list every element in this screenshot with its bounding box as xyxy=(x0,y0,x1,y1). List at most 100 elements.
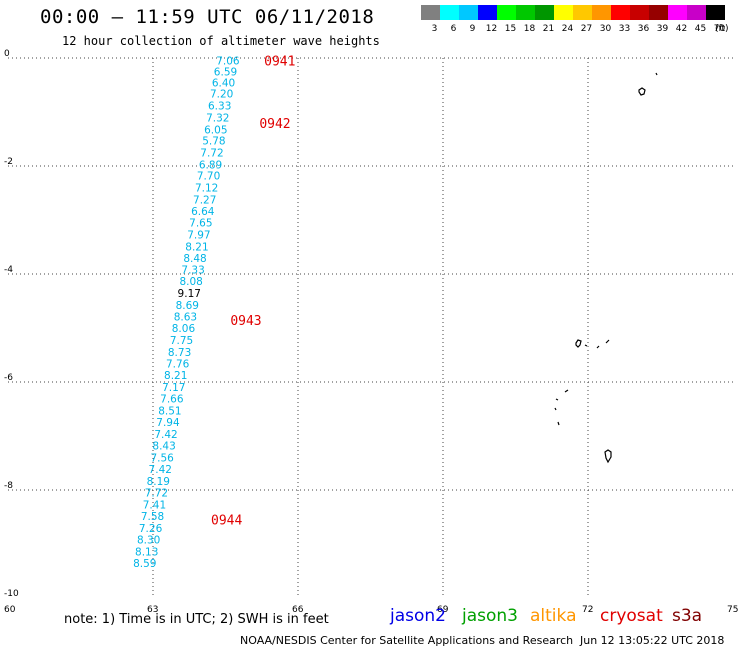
color-scale-label: 6 xyxy=(451,24,457,34)
swh-value: 7.27 xyxy=(193,194,216,206)
swh-value: 7.32 xyxy=(206,112,229,124)
color-scale-label: 36 xyxy=(638,24,650,34)
swh-value: 7.75 xyxy=(170,335,193,347)
swh-value: 8.30 xyxy=(137,535,160,547)
color-scale-swatch xyxy=(649,5,668,20)
swh-value: 7.06 xyxy=(216,56,240,68)
color-scale-label: 42 xyxy=(676,24,687,34)
color-scale-swatch xyxy=(611,5,630,20)
swh-value: 8.69 xyxy=(176,300,199,312)
time-labels: 0941 0942 0943 0944 xyxy=(211,55,295,529)
swh-value: 7.58 xyxy=(141,511,164,523)
color-scale-swatch xyxy=(706,5,725,20)
swh-value: 5.78 xyxy=(202,136,225,148)
swh-value: 7.41 xyxy=(143,500,166,512)
swh-value: 8.08 xyxy=(179,276,202,288)
swh-value: 8.48 xyxy=(183,253,206,265)
swh-value: 7.72 xyxy=(145,488,168,500)
swh-value: 8.21 xyxy=(164,370,187,382)
color-scale-label: 18 xyxy=(524,24,536,34)
graticule xyxy=(8,57,733,598)
swh-value: 8.59 xyxy=(133,558,156,570)
swh-value: 7.26 xyxy=(139,523,163,535)
color-scale-swatch xyxy=(440,5,459,20)
color-scale-legend: 3 6 9 12 15 18 21 24 27 30 33 36 39 42 45 70(ft) xyxy=(421,5,729,34)
swh-value: 7.94 xyxy=(156,417,180,429)
color-scale-swatch xyxy=(554,5,573,20)
swh-value: 7.65 xyxy=(189,218,212,230)
color-scale-swatch xyxy=(573,5,592,20)
lat-tick-label: 0 xyxy=(4,49,10,59)
swh-value: 7.72 xyxy=(200,148,223,160)
swh-value: 7.76 xyxy=(166,359,190,371)
lat-tick-label: -2 xyxy=(4,157,13,167)
color-scale-label: 21 xyxy=(543,24,554,34)
swh-value: 8.43 xyxy=(152,441,175,453)
swh-value: 8.73 xyxy=(168,347,191,359)
color-scale-swatch xyxy=(497,5,516,20)
swh-value: 6.64 xyxy=(191,206,215,218)
color-scale-label: 3 xyxy=(432,24,438,34)
swh-value: 6.89 xyxy=(199,159,222,171)
island-outline xyxy=(575,339,610,349)
swh-value: 8.13 xyxy=(135,547,158,559)
note-text: note: 1) Time is in UTC; 2) SWH is in fe… xyxy=(64,612,329,627)
swh-value: 6.59 xyxy=(214,67,237,79)
satellite-jason3: jason3 xyxy=(462,606,518,626)
swh-value: 7.66 xyxy=(160,394,184,406)
color-scale-label: 70 xyxy=(714,24,726,34)
lat-tick-label: -10 xyxy=(4,589,19,599)
lat-tick-label: -8 xyxy=(4,481,13,491)
lon-tick-label: 75 xyxy=(727,605,738,615)
coastlines xyxy=(554,72,658,464)
swh-value: 7.12 xyxy=(195,183,218,195)
swh-value: 7.42 xyxy=(154,429,177,441)
color-scale-swatch xyxy=(668,5,687,20)
satellite-altika: altika xyxy=(530,606,577,626)
color-scale-label: 33 xyxy=(619,24,630,34)
color-scale-label: 9 xyxy=(470,24,476,34)
color-scale-swatch xyxy=(630,5,649,20)
axis-tick-labels: 0 -2 -4 -6 -8 -10 60 63 66 69 72 75 xyxy=(4,49,738,615)
swh-value: 7.56 xyxy=(150,453,174,465)
color-scale-swatch xyxy=(687,5,706,20)
color-scale-label: 15 xyxy=(505,24,516,34)
swh-value: 7.17 xyxy=(162,382,185,394)
time-label: 0941 xyxy=(264,55,295,70)
color-scale-label: 24 xyxy=(562,24,574,34)
color-scale-swatch xyxy=(459,5,478,20)
satellite-cryosat: cryosat xyxy=(600,606,663,626)
color-scale-swatch xyxy=(535,5,554,20)
time-label: 0944 xyxy=(211,514,242,529)
swh-value: 9.17 xyxy=(178,288,201,300)
color-scale-swatch xyxy=(592,5,611,20)
lat-tick-label: -4 xyxy=(4,265,13,275)
swh-value: 6.05 xyxy=(204,124,227,136)
island-outline xyxy=(655,72,658,76)
time-label: 0943 xyxy=(230,314,261,329)
swh-value: 8.63 xyxy=(174,312,197,324)
island-outline xyxy=(604,449,612,464)
swh-value: 6.40 xyxy=(212,77,235,89)
color-scale-swatch xyxy=(478,5,497,20)
satellite-jason2: jason2 xyxy=(390,606,446,626)
page-subtitle: 12 hour collection of altimeter wave hei… xyxy=(62,34,380,48)
color-scale-label: 12 xyxy=(486,24,497,34)
swh-value: 8.19 xyxy=(147,476,170,488)
page-title: 00:00 – 11:59 UTC 06/11/2018 xyxy=(40,6,375,28)
lon-tick-label: 69 xyxy=(437,605,449,615)
color-scale-label: 45 xyxy=(695,24,706,34)
altimeter-track: 7.066.596.407.206.337.326.055.787.726.89… xyxy=(133,56,240,570)
swh-value: 7.70 xyxy=(197,171,220,183)
color-scale-label: 27 xyxy=(581,24,592,34)
color-scale-label: 30 xyxy=(600,24,612,34)
lon-tick-label: 72 xyxy=(582,605,593,615)
color-scale-swatch xyxy=(516,5,535,20)
color-scale-label: 39 xyxy=(657,24,669,34)
color-scale-swatch xyxy=(421,5,440,20)
swh-value: 8.51 xyxy=(158,406,181,418)
swh-value: 7.97 xyxy=(187,230,210,242)
lon-tick-label: 60 xyxy=(4,605,16,615)
swh-value: 8.21 xyxy=(185,241,208,253)
